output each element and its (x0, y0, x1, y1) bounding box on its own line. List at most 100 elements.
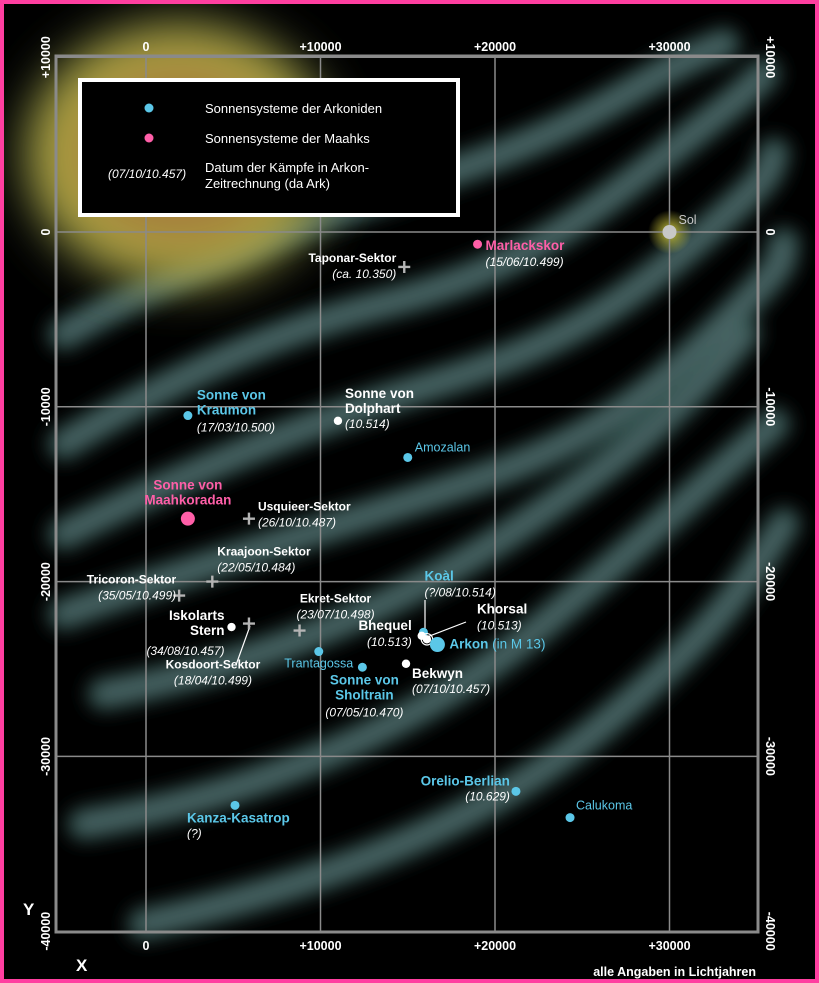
kraajoon-name: Kraajoon-Sektor (217, 545, 311, 559)
y-tick-label-left: -20000 (39, 562, 53, 601)
place-trantagossa: Trantagossa (284, 647, 353, 671)
place-taponar: Taponar-Sektor (ca. 10.350) (308, 251, 411, 281)
calukoma-name: Calukoma (576, 799, 632, 813)
kraajoon-marker (206, 575, 219, 588)
legend: Sonnensysteme der Arkoniden Sonnensystem… (78, 78, 460, 217)
bhequel-date: (10.513) (367, 635, 412, 649)
place-bekwyn: Bekwyn(07/10/10.457) (401, 659, 490, 696)
kosdoort-callout (235, 625, 251, 666)
callout-lines (235, 600, 467, 666)
trantagossa-marker (314, 647, 324, 657)
kosdoort-name: Kosdoort-Sektor (166, 658, 261, 672)
legend-date-label-line1: Datum der Kämpfe in Arkon- (205, 160, 369, 175)
spiral-arm-core-6 (79, 419, 779, 829)
y-tick-label-right: -10000 (763, 387, 777, 426)
iskolarts-date: (34/08/10.457) (146, 644, 224, 658)
galaxy-map: 0 0 +10000 +10000 +20000 +20000 +30000 +30000 +1… (4, 4, 801, 979)
place-sol: Sol (662, 213, 697, 239)
ekret-name: Ekret-Sektor (300, 592, 372, 606)
sholtrain-name: Sonne von (330, 672, 399, 687)
legend-date-example: (07/10/10.457) (108, 167, 186, 181)
kanza-marker (230, 800, 240, 810)
bekwyn-marker (401, 659, 411, 668)
marlackskor-marker (473, 239, 483, 249)
x-tick-label-top: 0 (143, 40, 150, 54)
amozalan-name: Amozalan (415, 440, 471, 454)
kanza-name: Kanza-Kasatrop (187, 810, 290, 825)
place-amozalan: Amozalan (403, 440, 470, 462)
place-calukoma: Calukoma (565, 799, 632, 823)
sholtrain-name: Sholtrain (335, 687, 394, 702)
place-usquieer: Usquieer-Sektor (26/10/10.487) (242, 500, 351, 530)
kraumon-date: (17/03/10.500) (197, 421, 275, 435)
trantagossa-name: Trantagossa (284, 657, 353, 671)
x-tick-label-bottom: +30000 (648, 939, 690, 953)
kraumon-name: Sonne von (197, 388, 266, 403)
calukoma-marker (565, 813, 575, 823)
y-tick-label-right: -40000 (763, 912, 777, 951)
tricoron-marker (173, 589, 186, 602)
place-arkon: Arkon (in M 13) (429, 637, 545, 653)
place-kanza: Kanza-Kasatrop(?) (187, 800, 290, 840)
dolphart-name: Dolphart (345, 401, 401, 416)
dolphart-name: Sonne von (345, 386, 414, 401)
y-tick-label-left: -40000 (39, 912, 53, 951)
kraajoon-date: (22/05/10.484) (217, 561, 295, 575)
place-orelio: Orelio-Berlian(10.629) (421, 773, 521, 803)
y-tick-label-left: +10000 (39, 36, 53, 78)
y-tick-label-left: 0 (39, 228, 53, 235)
y-axis-label: Y (23, 900, 35, 919)
arkon-name: Arkon (in M 13) (449, 637, 545, 652)
legend-maahk-label: Sonnensysteme der Maahks (205, 131, 370, 146)
legend-date-label-line2: Zeitrechnung (da Ark) (205, 176, 330, 191)
place-kosdoort: Kosdoort-Sektor (18/04/10.499) (166, 617, 261, 688)
khorsal-date: (10.513) (477, 618, 522, 632)
iskolarts-marker (227, 622, 236, 632)
taponar-date: (ca. 10.350) (332, 267, 396, 281)
bekwyn-date: (07/10/10.457) (412, 682, 490, 696)
x-tick-label-bottom: +20000 (474, 939, 516, 953)
x-axis-label: X (76, 956, 88, 975)
units-footnote: alle Angaben in Lichtjahren (593, 965, 756, 979)
y-tick-label-right: -30000 (763, 737, 777, 776)
sol-marker (662, 225, 677, 239)
y-tick-label-left: -10000 (39, 387, 53, 426)
x-tick-label-bottom: +10000 (299, 939, 341, 953)
khorsal-callout (426, 621, 467, 638)
marlackskor-name: Marlackskor (486, 238, 566, 253)
ekret-marker (293, 624, 306, 637)
maahkoradan-name: Maahkoradan (144, 493, 231, 508)
sholtrain-date: (07/05/10.470) (325, 705, 403, 719)
y-tick-label-left: -30000 (39, 737, 53, 776)
maahkoradan-marker (180, 511, 195, 526)
map-border (54, 54, 760, 934)
spiral-arm-core-7 (139, 519, 789, 929)
legend-box (78, 78, 460, 217)
kosdoort-marker (242, 617, 255, 630)
spiral-arm-core-2 (59, 69, 769, 449)
star-systems: Sol Marlackskor (15/06/10.499) Taponar-Sekt… (87, 213, 697, 840)
spiral-arm-core-4 (59, 239, 789, 619)
y-tick-label-right: 0 (763, 229, 777, 236)
y-tick-label-right: +10000 (763, 36, 777, 78)
bekwyn-name: Bekwyn (412, 666, 463, 681)
iskolarts-name: Iskolarts (169, 608, 225, 623)
axis-tick-labels: 0 0 +10000 +10000 +20000 +20000 +30000 +30000 +1… (39, 36, 777, 953)
place-tricoron: Tricoron-Sektor (35/05/10.499) (87, 573, 186, 603)
bhequel-name: Bhequel (358, 618, 411, 633)
bhequel-marker (417, 631, 426, 640)
tricoron-name: Tricoron-Sektor (87, 573, 177, 587)
kanza-date: (?) (187, 826, 202, 840)
dolphart-date: (10.514) (345, 417, 390, 431)
amozalan-marker (403, 452, 413, 462)
ekret-date: (23/07/10.498) (297, 608, 375, 622)
place-ekret: Ekret-Sektor (23/07/10.498) (293, 592, 375, 637)
place-bhequel: Bhequel (10.513) (358, 618, 426, 649)
place-marlackskor: Marlackskor (15/06/10.499) (473, 238, 565, 269)
taponar-marker (398, 260, 411, 273)
x-tick-label-top: +10000 (299, 40, 341, 54)
koal-name: Koàl (424, 568, 453, 583)
